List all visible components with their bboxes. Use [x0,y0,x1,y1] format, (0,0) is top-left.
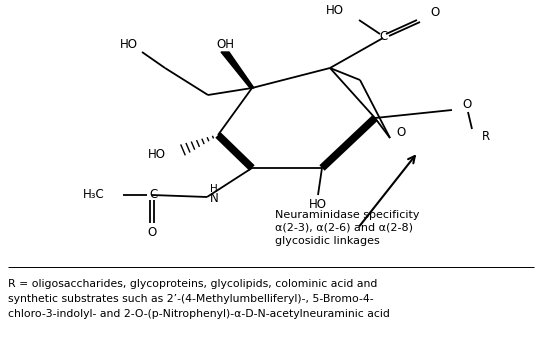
Text: N: N [210,192,218,204]
Text: O: O [462,99,471,112]
Text: R = oligosaccharides, glycoproteins, glycolipids, colominic acid and: R = oligosaccharides, glycoproteins, gly… [8,279,377,289]
Text: OH: OH [216,39,234,51]
Text: Neuraminidase specificity: Neuraminidase specificity [275,210,420,220]
Text: C: C [149,189,157,202]
Text: α(2-3), α(2-6) and α(2-8): α(2-3), α(2-6) and α(2-8) [275,223,413,233]
Text: HO: HO [309,198,327,211]
Text: H₃C: H₃C [83,189,105,202]
Text: synthetic substrates such as 2’-(4-Methylumbelliferyl)-, 5-Bromo-4-: synthetic substrates such as 2’-(4-Methy… [8,294,373,304]
Text: C: C [379,31,387,44]
Text: H: H [210,184,218,194]
Text: R: R [482,130,490,143]
Text: HO: HO [148,148,166,162]
Text: O: O [396,126,405,139]
Text: glycosidic linkages: glycosidic linkages [275,236,380,246]
Text: O: O [147,225,157,238]
Text: HO: HO [120,39,138,51]
Text: HO: HO [326,4,344,18]
Text: O: O [430,6,439,19]
Text: chloro-3-indolyl- and 2-O-(p-Nitrophenyl)-α-D-N-acetylneuraminic acid: chloro-3-indolyl- and 2-O-(p-Nitrophenyl… [8,309,390,319]
Polygon shape [221,52,254,88]
